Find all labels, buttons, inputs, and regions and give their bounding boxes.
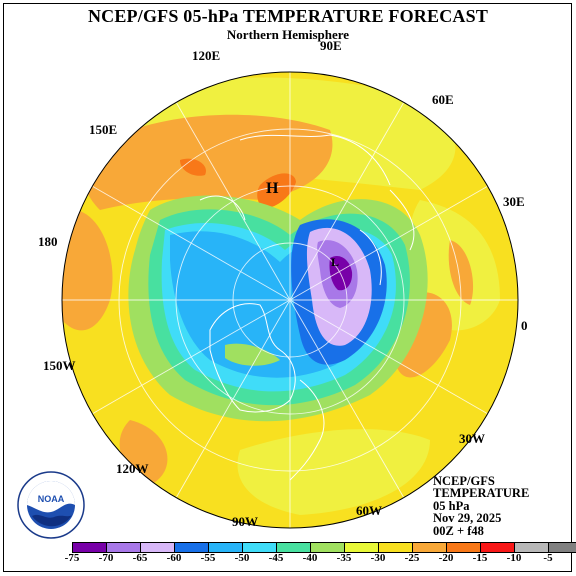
- legend-swatch: [209, 543, 243, 552]
- high-marker: H: [266, 180, 279, 197]
- lon-label-60w: 60W: [356, 503, 382, 518]
- lon-label-30e: 30E: [503, 194, 525, 209]
- color-legend: [72, 542, 576, 553]
- legend-tick-label: -10: [506, 552, 522, 564]
- chart-frame: [3, 3, 572, 572]
- lon-label-120w: 120W: [116, 461, 149, 476]
- legend-swatch: [277, 543, 311, 552]
- legend-tick-label: -25: [404, 552, 420, 564]
- legend-tick-label: -20: [438, 552, 454, 564]
- noaa-logo-text: NOAA: [38, 494, 65, 504]
- info-run: 00Z + f48: [433, 523, 484, 538]
- info-level: 05 hPa: [433, 498, 470, 513]
- low-marker: L: [331, 255, 339, 269]
- lon-label-150w: 150W: [43, 358, 76, 373]
- chart-subtitle: Northern Hemisphere: [226, 27, 350, 42]
- legend-tick-label: -75: [64, 552, 80, 564]
- legend-tick-label: -70: [98, 552, 114, 564]
- legend-tick-label: -60: [166, 552, 182, 564]
- legend-swatch: [413, 543, 447, 552]
- info-variable: TEMPERATURE: [433, 486, 530, 501]
- legend-swatch: [73, 543, 107, 552]
- legend-swatch: [379, 543, 413, 552]
- lon-label-180: 180: [38, 234, 58, 249]
- legend-tick-label: -50: [234, 552, 250, 564]
- legend-tick-label: -15: [472, 552, 488, 564]
- lon-label-30w: 30W: [459, 431, 485, 446]
- map-boundary: [61, 71, 519, 529]
- legend-ticks: -75 -70 -65 -60 -55 -50 -45 -40 -35 -30 -25 -20 -15 -…: [0, 552, 576, 566]
- lon-label-150e: 150E: [89, 122, 118, 137]
- lon-label-0: 0: [521, 318, 528, 333]
- legend-swatch: [311, 543, 345, 552]
- info-date: Nov 29, 2025: [433, 511, 502, 526]
- noaa-logo: NOAA: [17, 471, 85, 539]
- lon-label-90w: 90W: [232, 514, 258, 529]
- legend-tick-label: -5: [543, 552, 553, 564]
- legend-swatch: [345, 543, 379, 552]
- legend-tick-label: -65: [132, 552, 148, 564]
- lon-label-90e: 90E: [320, 38, 342, 53]
- legend-tick-label: -35: [336, 552, 352, 564]
- legend-swatch: [447, 543, 481, 552]
- lon-label-120e: 120E: [192, 48, 221, 63]
- lon-label-60e: 60E: [432, 92, 454, 107]
- coastlines: [199, 134, 415, 481]
- legend-swatch: [141, 543, 175, 552]
- legend-tick-label: -30: [370, 552, 386, 564]
- legend-swatch: [175, 543, 209, 552]
- graticule: [62, 72, 518, 528]
- legend-swatch: [481, 543, 515, 552]
- legend-swatch: [515, 543, 549, 552]
- legend-swatch: [243, 543, 277, 552]
- legend-tick-label: -45: [268, 552, 284, 564]
- legend-tick-label: -55: [200, 552, 216, 564]
- info-model: NCEP/GFS: [433, 474, 495, 488]
- legend-tick-label: -40: [302, 552, 318, 564]
- chart-title: NCEP/GFS 05-hPa TEMPERATURE FORECAST: [87, 6, 489, 26]
- legend-swatch: [549, 543, 576, 552]
- forecast-info: NCEP/GFS TEMPERATURE 05 hPa Nov 29, 2025…: [433, 474, 530, 538]
- legend-swatch: [107, 543, 141, 552]
